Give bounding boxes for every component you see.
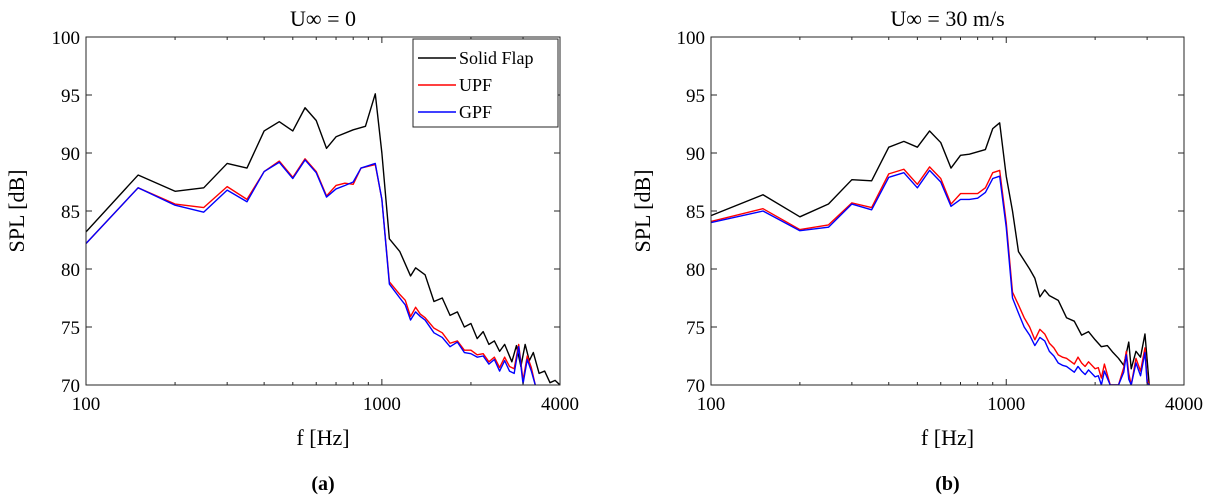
panel-a-ylabel: SPL [dB] [4, 170, 29, 253]
panel-b-xtick-label: 1000 [987, 394, 1025, 415]
panel-a-series-gpf [86, 159, 536, 385]
panel-b-ytick-label: 70 [686, 376, 705, 397]
panel-b-xlabel: f [Hz] [921, 425, 974, 450]
panel-a-ytick-label: 80 [61, 260, 80, 281]
panel-a-ytick-label: 75 [61, 318, 80, 339]
panel-a-series-upf [86, 158, 536, 385]
panel-a-ytick-label: 100 [52, 28, 81, 49]
panel-b-panel-label: (b) [935, 473, 959, 495]
panel-b-xtick-label: 4000 [1165, 394, 1203, 415]
panel-a-ytick-label: 95 [61, 86, 80, 107]
panel-b-ytick-label: 80 [686, 260, 705, 281]
panel-a-ytick-label: 85 [61, 202, 80, 223]
legend-entry: Solid Flap [459, 48, 534, 68]
panel-b-ytick-label: 75 [686, 318, 705, 339]
legend-entry: GPF [459, 102, 492, 122]
panel-b-series-upf [711, 166, 1150, 385]
panel-a-ytick-label: 90 [61, 144, 80, 165]
panel-b-ytick-label: 85 [686, 202, 705, 223]
panel-a-title: U∞ = 0 [290, 6, 356, 31]
panel-b-axes-frame [710, 36, 1185, 386]
panel-a-legend: Solid Flap UPF GPF [412, 38, 559, 128]
panel-b-series-solid-flap [711, 122, 1150, 385]
panel-b-xtick-label: 100 [697, 394, 726, 415]
panel-b: 70 75 80 85 90 95 100 100 1000 4000 U∞ = 30 m/s f [… [630, 6, 1203, 495]
panel-b-title: U∞ = 30 m/s [890, 6, 1004, 31]
panel-a-series-solid-flap [86, 93, 560, 385]
panel-a-panel-label: (a) [311, 473, 334, 495]
panel-a-xtick-label: 1000 [363, 394, 401, 415]
panel-a-xlabel: f [Hz] [296, 425, 349, 450]
panel-b-ytick-label: 90 [686, 144, 705, 165]
panel-b-ytick-label: 100 [677, 28, 706, 49]
panel-b-series-gpf [711, 169, 1150, 385]
panel-b-ylabel: SPL [dB] [630, 170, 655, 253]
panel-b-ytick-label: 95 [686, 86, 705, 107]
panel-a-ytick-label: 70 [61, 376, 80, 397]
panel-a-xtick-label: 100 [72, 394, 101, 415]
legend-entry: UPF [459, 75, 492, 95]
panel-a-xtick-label: 4000 [541, 394, 579, 415]
panel-a: 70 75 80 85 90 95 100 100 1000 4000 U∞ = 0 f [Hz] SP… [4, 6, 579, 495]
